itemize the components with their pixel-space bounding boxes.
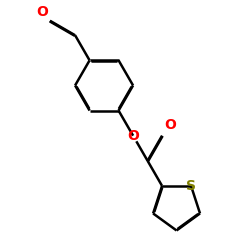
Text: O: O [36,5,48,19]
Text: O: O [127,129,139,143]
Text: S: S [186,179,196,193]
Text: O: O [164,118,176,132]
